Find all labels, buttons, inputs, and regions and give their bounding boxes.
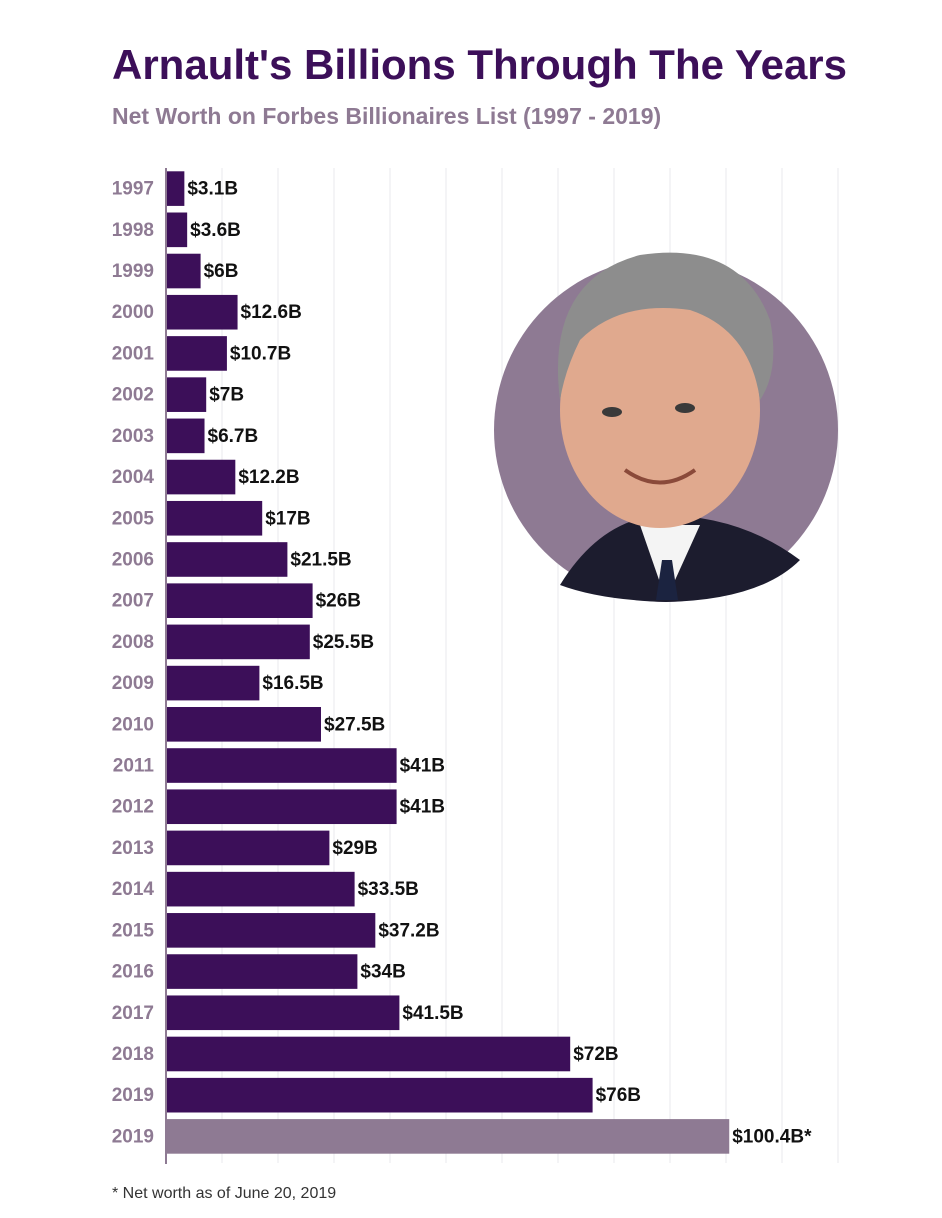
y-tick-label: 1998 bbox=[112, 220, 154, 241]
y-tick-label: 2010 bbox=[112, 714, 154, 735]
bar bbox=[167, 954, 358, 989]
value-label: $3.1B bbox=[187, 179, 238, 200]
y-tick-label: 1997 bbox=[112, 179, 154, 200]
bar bbox=[167, 294, 238, 330]
footnote: * Net worth as of June 20, 2019 bbox=[112, 1185, 336, 1202]
y-tick-label: 2005 bbox=[112, 508, 155, 529]
bar bbox=[167, 171, 185, 206]
value-label: $41.5B bbox=[402, 1003, 463, 1024]
bar bbox=[167, 583, 313, 618]
chart-subtitle: Net Worth on Forbes Billionaires List (1… bbox=[112, 103, 661, 129]
value-label: $3.6B bbox=[190, 220, 241, 241]
y-tick-label: 2009 bbox=[112, 673, 154, 694]
value-label: $76B bbox=[596, 1085, 641, 1106]
value-label: $26B bbox=[316, 591, 361, 612]
y-tick-label: 2014 bbox=[112, 879, 155, 900]
value-label: $6.7B bbox=[208, 426, 259, 447]
y-tick-label: 2019 bbox=[112, 1126, 154, 1147]
y-tick-label: 2001 bbox=[112, 343, 155, 364]
bar bbox=[167, 1077, 593, 1113]
bar bbox=[167, 542, 288, 577]
bar bbox=[167, 336, 227, 371]
bar bbox=[167, 913, 376, 948]
value-label: $41B bbox=[400, 797, 445, 818]
portrait bbox=[494, 252, 838, 602]
value-label: $41B bbox=[400, 756, 445, 777]
y-tick-label: 2011 bbox=[113, 756, 155, 777]
y-tick-label: 2000 bbox=[112, 302, 154, 323]
bar bbox=[167, 995, 400, 1031]
bar bbox=[167, 748, 397, 783]
y-tick-label: 2006 bbox=[112, 549, 154, 570]
bar bbox=[167, 1036, 571, 1072]
y-tick-label: 2016 bbox=[112, 962, 154, 983]
value-label: $100.4B* bbox=[732, 1126, 812, 1147]
value-label: $34B bbox=[360, 962, 405, 983]
y-tick-label: 2004 bbox=[112, 467, 155, 488]
bar bbox=[167, 624, 310, 660]
y-tick-label: 2018 bbox=[112, 1044, 154, 1065]
y-tick-label: 2017 bbox=[112, 1003, 154, 1024]
bar bbox=[167, 253, 201, 289]
bar bbox=[167, 665, 260, 701]
y-tick-label: 2019 bbox=[112, 1085, 154, 1106]
value-label: $25.5B bbox=[313, 632, 374, 653]
y-tick-label: 2002 bbox=[112, 385, 154, 406]
y-tick-label: 2007 bbox=[112, 591, 154, 612]
chart-title: Arnault's Billions Through The Years bbox=[112, 41, 847, 88]
bar bbox=[167, 500, 263, 536]
value-label: $12.6B bbox=[241, 302, 302, 323]
bar bbox=[167, 377, 207, 412]
bar bbox=[167, 1119, 730, 1154]
value-label: $12.2B bbox=[238, 467, 299, 488]
bar bbox=[167, 830, 330, 866]
value-label: $7B bbox=[209, 385, 244, 406]
bar bbox=[167, 459, 236, 495]
y-tick-label: 2008 bbox=[112, 632, 154, 653]
value-label: $17B bbox=[265, 508, 310, 529]
bar bbox=[167, 418, 205, 454]
value-label: $33.5B bbox=[358, 879, 419, 900]
value-label: $10.7B bbox=[230, 343, 291, 364]
value-label: $6B bbox=[204, 261, 239, 282]
value-label: $27.5B bbox=[324, 714, 385, 735]
bar bbox=[167, 212, 188, 248]
bar bbox=[167, 871, 355, 907]
value-label: $72B bbox=[573, 1044, 618, 1065]
bar bbox=[167, 789, 397, 825]
y-tick-label: 2003 bbox=[112, 426, 154, 447]
value-label: $21.5B bbox=[290, 549, 351, 570]
value-label: $16.5B bbox=[262, 673, 323, 694]
bar bbox=[167, 707, 321, 742]
y-tick-label: 2013 bbox=[112, 838, 154, 859]
value-label: $29B bbox=[332, 838, 377, 859]
y-tick-label: 1999 bbox=[112, 261, 154, 282]
value-label: $37.2B bbox=[378, 920, 439, 941]
y-tick-label: 2012 bbox=[112, 797, 154, 818]
y-tick-label: 2015 bbox=[112, 920, 155, 941]
